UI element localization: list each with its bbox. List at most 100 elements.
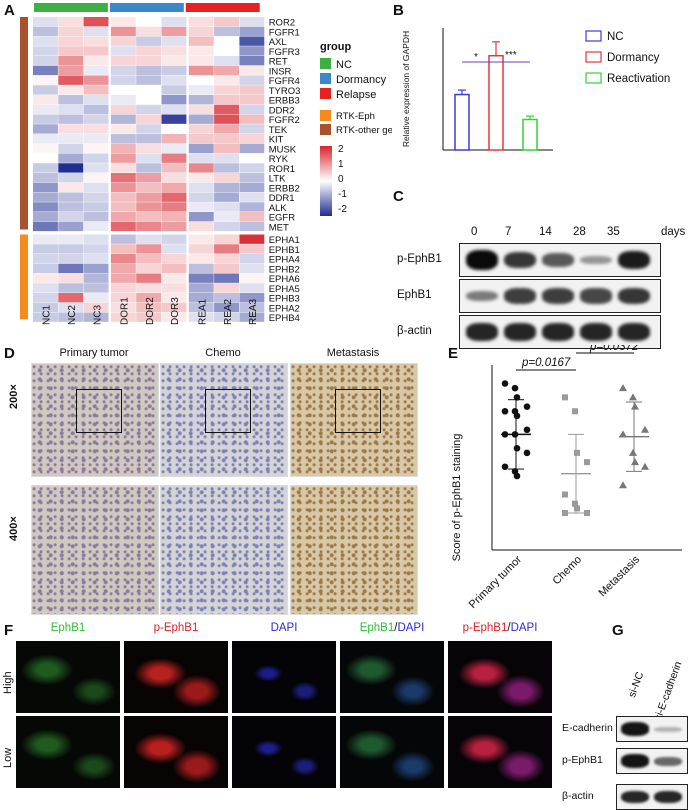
heatmap-cell [239,302,265,313]
western-blot-g: si-NC si-E-cadherin E-cadherin p-EphB1 β-act… [562,622,696,810]
data-point-metastasis [619,384,627,392]
legend-label: Relapse [336,89,376,101]
gene-label: EPHA5 [269,284,300,295]
heatmap-cell [110,65,136,76]
panel-label-c: C [393,188,404,205]
gene-label: ERBB3 [269,96,300,107]
significance-mark: *** [505,50,517,61]
data-point-primary-tumor [523,426,531,434]
heatmap-cell [83,163,109,173]
gene-label: FGFR4 [269,76,300,87]
gene-label: DDR2 [269,105,295,116]
heatmap-cell [239,273,265,283]
heatmap-cell [83,143,109,154]
heatmap-cell [83,104,109,115]
color-scale-tick: -1 [338,189,347,200]
gene-label: EPHA1 [269,235,300,246]
heatmap-cell [83,263,109,274]
heatmap-cell [136,104,162,115]
heatmap-cell [83,244,109,254]
heatmap-cell [83,134,109,144]
ihc-column-label: Metastasis [326,347,380,359]
heatmap-cell [58,134,84,144]
sample-label: DOR1 [120,297,131,325]
heatmap-cell [239,221,265,232]
heatmap-cell [188,36,214,46]
panel-label-b: B [393,2,404,19]
timepoint-label: 14 [539,226,552,238]
panel-label-e: E [448,345,459,362]
blot-band [542,253,574,267]
heatmap-cell [83,124,109,134]
heatmap-cell [33,104,58,115]
heatmap-cell [110,153,136,163]
data-point-chemo [574,449,580,456]
blot-band [621,722,649,736]
if-image [340,641,444,713]
significance-mark: * [474,52,478,63]
sample-label: REA3 [248,298,259,325]
data-point-chemo [562,491,568,498]
blot-band [542,323,574,341]
heatmap-cell [136,65,162,76]
heatmap-cell [136,143,162,154]
heatmap-cell [161,182,187,193]
heatmap-cell [188,173,214,183]
heatmap-cell [58,244,84,254]
gene-label: ERBB2 [269,183,300,194]
heatmap-cell [136,17,162,27]
heatmap-cell [58,153,84,163]
heatmap-cell [83,173,109,183]
heatmap-cell [33,26,58,37]
heatmap-cell [161,17,187,27]
gene-label: ROR1 [269,164,295,175]
heatmap-cell [161,293,187,303]
blot-strip [459,279,661,313]
heatmap-cell [33,202,58,212]
heatmap-cell [188,26,214,37]
if-image [232,716,336,788]
heatmap-cell [214,75,239,85]
heatmap-cell [83,202,109,212]
blot-band [621,754,649,768]
heatmap-cell [188,143,214,154]
heatmap-cell [188,263,214,274]
heatmap-cell [161,163,187,173]
legend-label: Dormancy [607,52,660,64]
heatmap-cell [83,302,109,313]
sample-label: NC2 [67,305,78,325]
heatmap-cell [136,124,162,134]
data-point-chemo [584,510,590,516]
heatmap-cell [214,254,239,264]
heatmap-panel: ROR2FGFR1AXLFGFR3RETINSRFGFR4TYRO3ERBB3D… [20,3,392,325]
if-image [124,716,228,788]
heatmap-cell [188,95,214,105]
heatmap-cell [136,293,162,303]
heatmap-cell [188,244,214,254]
group-annotation-bar [185,3,260,12]
y-axis-label: Relative expression of GAPDH [401,31,411,147]
heatmap-cell [83,17,109,27]
heatmap-cell [58,163,84,173]
heatmap-cell [136,153,162,163]
heatmap-cell [110,302,136,313]
legend-swatch [320,58,331,69]
heatmap-cell [214,221,239,232]
heatmap-cell [136,85,162,95]
data-point-primary-tumor [511,384,519,392]
heatmap-cell [58,65,84,76]
if-channel-text: / [394,622,398,634]
heatmap-cell [58,293,84,303]
heatmap-cell [58,56,84,66]
legend-label: NC [607,31,624,43]
heatmap-cell [188,302,214,313]
legend-label: Reactivation [607,73,670,85]
data-point-metastasis [619,430,627,438]
heatmap-cell [214,293,239,303]
heatmap-cell [110,46,136,56]
heatmap-cell [58,114,84,124]
heatmap-cell [188,124,214,134]
days-label: days [661,226,686,238]
heatmap-cell [161,221,187,232]
heatmap-cell [33,75,58,85]
